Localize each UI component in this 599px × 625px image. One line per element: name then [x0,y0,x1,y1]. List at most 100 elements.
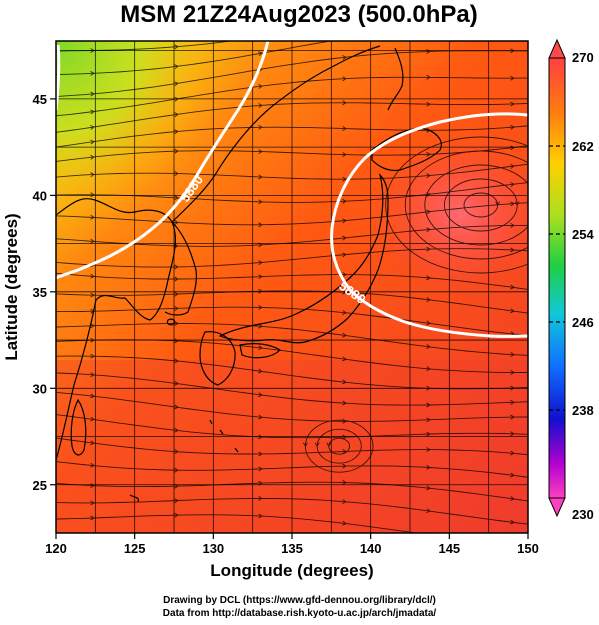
colorbar-label: 238 [572,403,594,418]
stream-arrow [342,463,347,469]
stream-arrow [426,127,431,133]
credit-data: Data from http://database.rish.kyoto-u.a… [162,608,437,619]
stream-arrow [342,152,347,157]
stream-arrow [90,462,95,468]
stream-arrow [426,485,431,491]
stream-arrow [426,464,431,470]
stream-arrow [510,431,515,437]
stream-arrow [90,440,95,446]
stream-arrow [258,103,263,108]
stream-arrow [342,176,347,182]
stream-arrow [174,129,179,135]
stream-arrow [174,305,179,311]
stream-arrow [511,22,514,26]
streamline [56,306,528,336]
stream-arrow [258,288,263,294]
streamline [56,323,528,356]
stream-arrow [510,163,515,169]
stream-arrow [510,308,515,314]
stream-arrow [495,201,501,206]
streamline [56,202,528,226]
y-tick-label: 25 [33,478,47,493]
stream-arrow [174,321,179,326]
stream-arrow [426,49,431,54]
x-tick-label: 140 [360,541,382,556]
stream-arrow [426,447,431,453]
stream-arrow [258,149,263,154]
stream-arrow [258,513,263,519]
stream-arrow [342,400,347,406]
stream-arrow [174,148,179,154]
stream-arrow [90,125,95,130]
stream-arrow [510,182,515,187]
stream-arrow [426,431,431,437]
cold-region-shading [56,41,296,301]
colorbar-top-arrow [548,38,566,59]
stream-arrow [510,370,515,375]
stream-arrow [174,338,179,344]
stream-arrow [426,385,431,391]
stream-arrow [342,332,347,338]
stream-arrow [426,151,431,157]
stream-arrow [258,84,263,89]
colorbar-label: 270 [572,50,594,65]
stream-arrow [426,101,431,107]
stream-arrow [174,195,179,201]
stream-arrow [174,264,179,270]
stream-arrow [342,434,347,440]
stream-arrow [90,323,95,329]
stream-arrow [342,126,347,131]
stream-arrow [174,404,179,410]
streamline [56,461,528,478]
stream-arrow [258,392,263,398]
streamline [56,290,528,314]
stream-arrow [174,380,179,386]
stream-arrow [574,202,578,205]
stream-arrow [258,414,263,420]
stream-arrow [174,44,179,50]
stream-arrow [90,71,95,76]
stream-arrow [510,399,515,405]
credit-drawing: Drawing by DCL (https://www.gfd-dennou.o… [163,595,436,606]
stream-arrow [510,124,515,130]
streamline [56,102,528,133]
stream-arrow [90,172,95,178]
colorbar-label: 254 [572,227,594,242]
stream-arrow [258,480,263,486]
stream-arrow [342,356,347,362]
stream-arrow [90,372,95,378]
y-tick-label: 45 [33,92,47,107]
streamline [56,372,528,406]
stream-arrow [426,402,431,408]
stream-arrow [174,512,179,518]
stream-arrow [510,223,515,228]
y-tick-label: 35 [33,285,47,300]
stream-arrow [314,442,320,448]
stream-arrow [258,304,263,310]
stream-arrow [174,427,179,433]
stream-arrow [510,75,515,81]
y-tick-label: 30 [33,381,47,396]
stream-arrow [174,219,179,225]
stream-arrow [90,154,95,160]
stream-arrow [426,297,431,302]
stream-arrow [426,508,431,514]
stream-arrow [510,247,515,253]
streamline [56,50,528,97]
streamline-swirl [385,136,528,274]
stream-arrow [174,498,179,504]
stream-arrow [514,201,520,206]
streamline-swirl [424,164,528,246]
streamline [56,76,528,117]
stream-arrow [342,76,347,82]
stream-arrow [90,393,95,399]
stream-arrow [90,91,95,97]
stream-arrow [174,112,179,118]
x-axis-label: Longitude (degrees) [210,561,373,580]
stream-arrow [510,201,515,207]
stream-arrow [90,337,95,343]
colorbar-scale [548,57,566,499]
stream-arrow [258,124,263,130]
stream-arrow [258,199,263,205]
stream-arrow [510,542,514,546]
